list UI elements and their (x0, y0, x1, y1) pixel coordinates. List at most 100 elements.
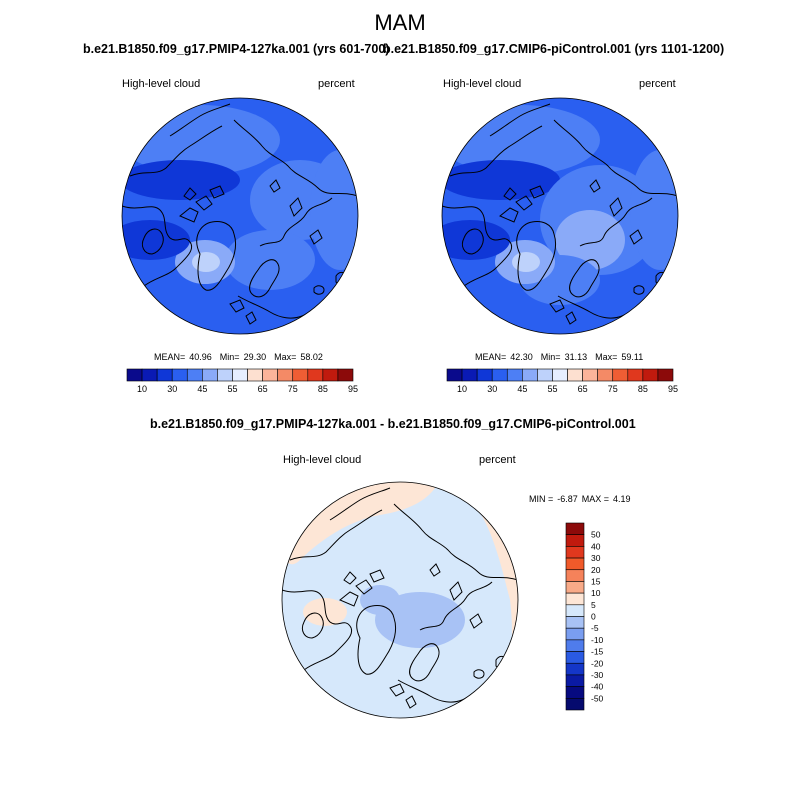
panel-2-colorbar-swatch (506, 368, 523, 382)
difference-colorbar-tick-label: 10 (591, 588, 601, 598)
panel-2-mean-value: 42.30 (510, 352, 533, 362)
difference-title: b.e21.B1850.f09_g17.PMIP4-127ka.001 - b.… (150, 417, 636, 431)
panel-2-min-label: Min= (540, 352, 561, 362)
difference-colorbar-swatch (565, 534, 585, 547)
panel-2-colorbar-swatch (582, 368, 598, 382)
panel-2-colorbar-swatch (522, 368, 538, 382)
panel-1-colorbar-swatch (217, 368, 233, 382)
difference-colorbar-tick-label: -20 (591, 658, 604, 668)
difference-units-label: percent (479, 454, 516, 466)
difference-colorbar-swatch (565, 604, 585, 617)
difference-colorbar-tick-label: 20 (591, 565, 601, 575)
panel-1-colorbar-swatch (262, 368, 278, 382)
panel-2-variable-label: High-level cloud (443, 78, 522, 90)
panel-1-colorbar-swatch (247, 368, 263, 382)
panel-1-colorbar-tick-label: 10 (137, 384, 147, 394)
panel-2-colorbar-swatch (627, 368, 644, 382)
difference-colorbar-swatch (565, 627, 585, 641)
panel-2-colorbar-swatch (612, 368, 629, 382)
panel-1-title: b.e21.B1850.f09_g17.PMIP4-127ka.001 (yrs… (83, 42, 390, 56)
panel-2-colorbar-swatch (642, 368, 659, 382)
panel-2-colorbar-swatch (461, 368, 478, 382)
difference-colorbar-tick-label: 50 (591, 530, 601, 540)
panel-2-colorbar-tick-label: 75 (608, 384, 618, 394)
panel-1-colorbar-tick-label: 55 (227, 384, 237, 394)
panel-2-colorbar-tick-label: 45 (517, 384, 527, 394)
difference-colorbar-tick-label: 15 (591, 576, 601, 586)
panel-2-colorbar: 10 30 45 55 65 75 85 95 (446, 368, 678, 394)
panel-2-colorbar-tick-label: 85 (638, 384, 648, 394)
panel-2-colorbar-swatch (597, 368, 614, 382)
panel-1-colorbar-tick-label: 45 (197, 384, 207, 394)
panel-2-colorbar-tick-label: 95 (668, 384, 678, 394)
panel-1-mean-value: 40.96 (189, 352, 212, 362)
panel-2-colorbar-tick-label: 65 (578, 384, 588, 394)
difference-colorbar-tick-label: -10 (591, 635, 604, 645)
figure-title: MAM (374, 10, 426, 35)
panel-2-min-value: 31.13 (564, 352, 588, 362)
panel-1-colorbar-swatch (126, 368, 143, 382)
panel-1-colorbar-swatch (186, 368, 203, 382)
difference-colorbar-swatch (565, 546, 585, 559)
difference-colorbar-swatch (565, 616, 585, 629)
panel-1-colorbar-tick-label: 65 (258, 384, 268, 394)
panel-2-colorbar-swatch (446, 368, 463, 382)
panel-1-colorbar-swatch (337, 368, 354, 382)
panel-1-units-label: percent (318, 78, 355, 90)
difference-colorbar-swatch (565, 592, 585, 606)
panel-1-max-label: Max= (274, 352, 297, 362)
panel-1-max-value: 58.02 (300, 352, 323, 362)
panel-1-colorbar-swatch (202, 368, 218, 382)
panel-2-colorbar-swatch (537, 368, 553, 382)
difference-min-label: MIN = (529, 494, 554, 504)
difference-min-value: -6.87 (557, 494, 578, 504)
panel-2-colorbar-tick-label: 55 (547, 384, 557, 394)
difference-colorbar-tick-label: -40 (591, 682, 604, 692)
difference-max-value: 4.19 (613, 494, 631, 504)
panel-1-colorbar-swatch (292, 368, 309, 382)
panel-1-colorbar-swatch (171, 368, 188, 382)
difference-colorbar-swatch (565, 639, 585, 652)
panel-1-mean-label: MEAN= (154, 352, 186, 362)
difference-colorbar-swatch (565, 698, 585, 711)
panel-1-colorbar-tick-label: 85 (318, 384, 328, 394)
difference-colorbar-tick-label: -5 (591, 623, 599, 633)
difference-colorbar-tick-label: 30 (591, 553, 601, 563)
panel-1-variable-label: High-level cloud (122, 78, 201, 90)
difference-colorbar-tick-label: 5 (591, 600, 596, 610)
difference-colorbar-swatch (565, 581, 585, 594)
panel-1-colorbar-swatch (141, 368, 158, 382)
panel-2-colorbar-swatch (657, 368, 674, 382)
panel-2-colorbar-tick-label: 30 (487, 384, 497, 394)
panel-2-colorbar-swatch (567, 368, 583, 382)
panel-1-colorbar: 10 30 45 55 65 75 85 95 (126, 368, 358, 394)
difference-colorbar-swatch (565, 674, 585, 687)
panel-2-map (441, 97, 679, 335)
difference-colorbar-tick-label: 40 (591, 541, 601, 551)
difference-colorbar-tick-label: -30 (591, 670, 604, 680)
panel-1-colorbar-tick-label: 30 (167, 384, 177, 394)
panel-1-colorbar-swatch (277, 368, 294, 382)
panel-2-colorbar-swatch (491, 368, 508, 382)
panel-2-colorbar-swatch (476, 368, 493, 382)
panel-2-max-label: Max= (595, 352, 618, 362)
panel-2-stats: MEAN= 42.30 Min= 31.13 Max= 59.11 (475, 352, 643, 362)
difference-colorbar-swatch (565, 686, 585, 699)
panel-1-colorbar-swatch (156, 368, 173, 382)
panel-2-title: b.e21.B1850.f09_g17.CMIP6-piControl.001 … (383, 42, 725, 56)
panel-1-min-label: Min= (219, 352, 240, 362)
panel-2-colorbar-tick-label: 10 (457, 384, 467, 394)
panel-2-units-label: percent (639, 78, 676, 90)
panel-1-stats: MEAN= 40.96 Min= 29.30 Max= 58.02 (154, 352, 323, 362)
difference-colorbar-tick-label: -50 (591, 693, 604, 703)
panel-1-colorbar-tick-label: 75 (288, 384, 298, 394)
panel-2-colorbar-swatch (552, 368, 568, 382)
difference-map (281, 481, 519, 719)
difference-variable-label: High-level cloud (283, 454, 362, 466)
difference-colorbar-tick-label: -15 (591, 647, 604, 657)
panel-1-colorbar-swatch (307, 368, 324, 382)
difference-colorbar-tick-label: 0 (591, 612, 596, 622)
panel-1-map (121, 97, 359, 335)
